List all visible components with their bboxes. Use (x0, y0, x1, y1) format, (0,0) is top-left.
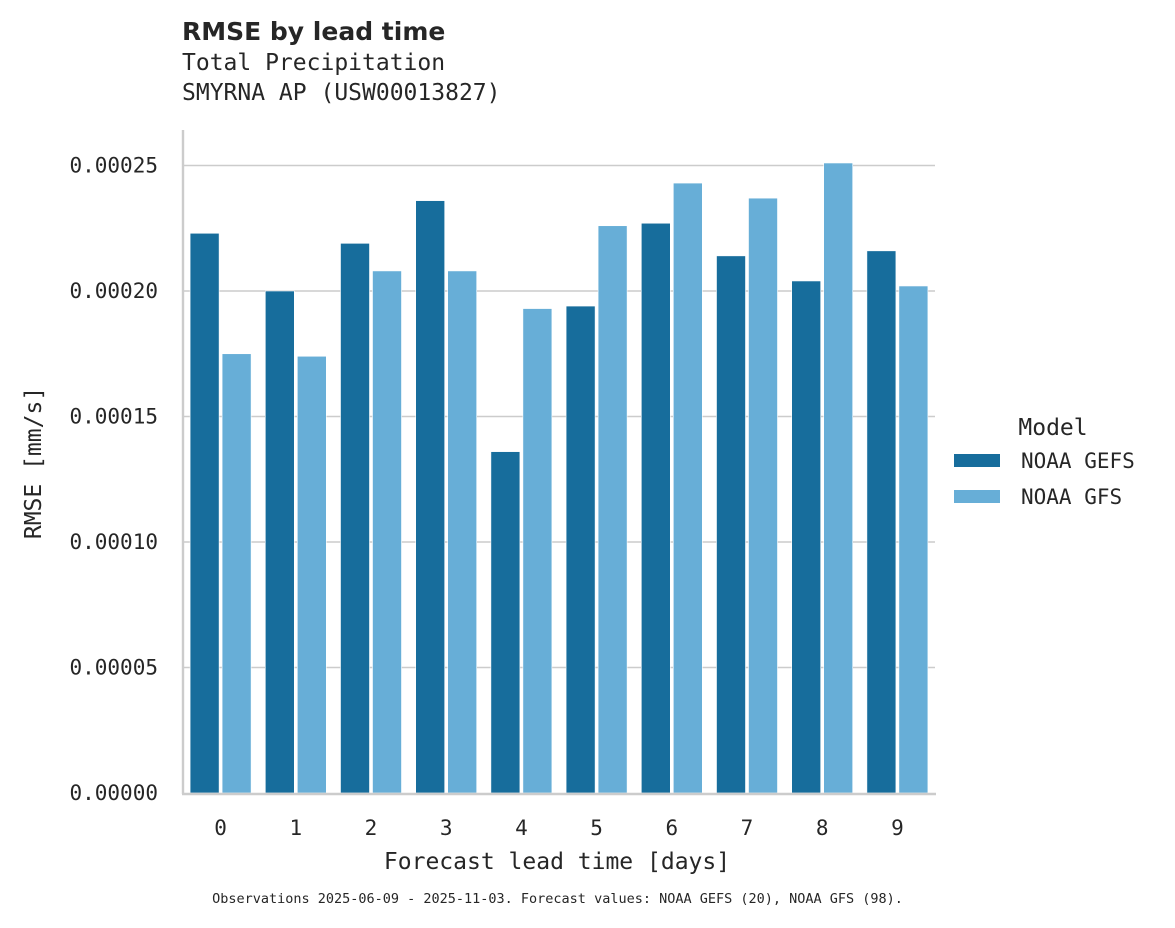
bar-noaa-gefs-day-4 (490, 451, 521, 794)
y-tick-label: 0.00025 (69, 154, 158, 178)
bar-noaa-gfs-day-0 (221, 353, 252, 794)
x-tick-label: 9 (891, 816, 904, 840)
x-tick-label: 6 (665, 816, 678, 840)
legend: Model NOAA GEFS NOAA GFS (954, 415, 1135, 509)
bars (189, 162, 929, 794)
y-tick-label: 0.00020 (69, 279, 158, 303)
legend-title: Model (1018, 415, 1087, 441)
x-axis-label: Forecast lead time [days] (384, 849, 730, 875)
chart-subtitle-variable: Total Precipitation (182, 50, 446, 76)
bar-noaa-gfs-day-1 (296, 355, 327, 794)
bar-noaa-gefs-day-5 (565, 305, 596, 794)
x-tick-label: 5 (590, 816, 603, 840)
y-tick-label: 0.00010 (69, 530, 158, 554)
x-tick-label: 2 (365, 816, 378, 840)
y-tick-label: 0.00000 (69, 781, 158, 805)
legend-label: NOAA GEFS (1021, 449, 1135, 473)
x-tick-label: 8 (816, 816, 829, 840)
bar-noaa-gefs-day-2 (340, 243, 370, 794)
bar-noaa-gfs-day-8 (823, 162, 854, 794)
legend-label: NOAA GFS (1021, 485, 1122, 509)
bar-noaa-gfs-day-7 (748, 197, 778, 794)
y-axis-label: RMSE [mm/s] (21, 387, 47, 539)
x-tick-label: 1 (289, 816, 302, 840)
bar-noaa-gefs-day-8 (791, 280, 822, 794)
bar-noaa-gfs-day-5 (597, 225, 628, 794)
x-tick-label: 3 (440, 816, 453, 840)
y-tick-label: 0.00005 (69, 656, 158, 680)
bar-noaa-gefs-day-9 (866, 250, 897, 794)
x-tick-label: 0 (214, 816, 227, 840)
bar-noaa-gefs-day-6 (640, 222, 671, 794)
axes: 0.00000 0.00005 0.00010 0.00015 0.00020 0.000… (21, 130, 936, 875)
footnote: Observations 2025-06-09 - 2025-11-03. Fo… (212, 891, 903, 907)
bar-noaa-gefs-day-1 (264, 290, 295, 794)
chart-title: RMSE by lead time (182, 17, 446, 46)
x-tick-label: 7 (741, 816, 754, 840)
gridlines (183, 164, 935, 669)
bar-noaa-gfs-day-4 (522, 308, 553, 794)
bar-noaa-gfs-day-3 (447, 270, 478, 794)
bar-noaa-gfs-day-9 (898, 285, 929, 794)
bar-noaa-gefs-day-3 (415, 200, 446, 794)
bar-noaa-gefs-day-7 (716, 255, 746, 794)
x-tick-label: 4 (515, 816, 528, 840)
y-tick-label: 0.00015 (69, 405, 158, 429)
bar-noaa-gefs-day-0 (189, 232, 220, 794)
chart-subtitle-station: SMYRNA AP (USW00013827) (182, 80, 501, 106)
bar-noaa-gfs-day-6 (672, 182, 703, 794)
bar-noaa-gfs-day-2 (372, 270, 402, 794)
legend-swatch-noaa-gfs (954, 490, 1000, 503)
legend-swatch-noaa-gefs (954, 454, 1000, 467)
